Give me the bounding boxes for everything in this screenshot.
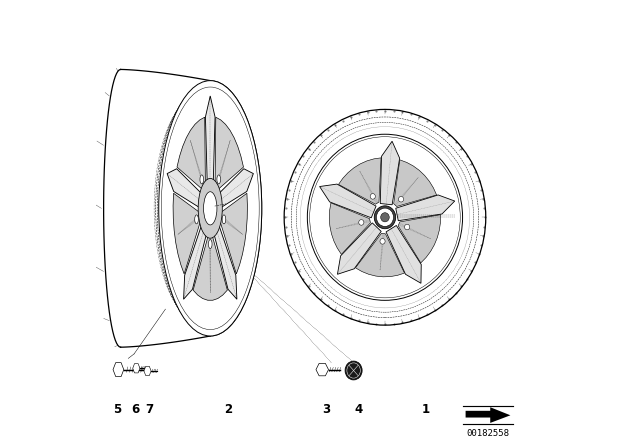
Polygon shape: [193, 233, 227, 300]
Ellipse shape: [200, 175, 204, 184]
Text: 1: 1: [421, 403, 429, 417]
Polygon shape: [113, 362, 124, 377]
Ellipse shape: [307, 134, 463, 300]
Polygon shape: [386, 225, 421, 283]
Ellipse shape: [195, 215, 198, 224]
Polygon shape: [177, 117, 205, 190]
Polygon shape: [212, 216, 237, 299]
Polygon shape: [394, 160, 436, 207]
Polygon shape: [220, 193, 248, 274]
Polygon shape: [132, 364, 140, 373]
Polygon shape: [184, 216, 209, 299]
Ellipse shape: [370, 194, 375, 199]
Polygon shape: [398, 215, 440, 263]
Polygon shape: [173, 193, 201, 274]
Ellipse shape: [217, 175, 221, 184]
Ellipse shape: [399, 196, 404, 202]
Text: 7: 7: [145, 403, 153, 417]
Ellipse shape: [376, 208, 394, 226]
Ellipse shape: [345, 361, 362, 380]
Polygon shape: [337, 223, 381, 274]
Text: 3: 3: [323, 403, 331, 417]
Ellipse shape: [222, 215, 226, 224]
Text: 00182558: 00182558: [467, 429, 509, 438]
Polygon shape: [316, 363, 328, 376]
Polygon shape: [215, 169, 253, 210]
Text: 5: 5: [113, 403, 122, 417]
Ellipse shape: [159, 81, 262, 336]
Polygon shape: [396, 195, 455, 221]
Polygon shape: [215, 117, 243, 190]
Polygon shape: [380, 141, 399, 205]
Ellipse shape: [374, 206, 396, 229]
Text: 6: 6: [131, 403, 140, 417]
Ellipse shape: [209, 240, 212, 249]
Ellipse shape: [204, 192, 217, 225]
Polygon shape: [339, 158, 381, 204]
Ellipse shape: [359, 220, 364, 225]
Ellipse shape: [198, 178, 222, 238]
Text: 4: 4: [354, 403, 362, 417]
Polygon shape: [167, 169, 205, 210]
Polygon shape: [355, 233, 404, 277]
Polygon shape: [466, 407, 511, 423]
Ellipse shape: [284, 109, 486, 325]
Text: 2: 2: [224, 403, 232, 417]
Ellipse shape: [381, 213, 389, 222]
Polygon shape: [205, 96, 215, 193]
Polygon shape: [144, 366, 151, 375]
Ellipse shape: [380, 239, 385, 244]
Polygon shape: [319, 184, 376, 218]
Ellipse shape: [404, 224, 410, 230]
Polygon shape: [329, 203, 371, 254]
